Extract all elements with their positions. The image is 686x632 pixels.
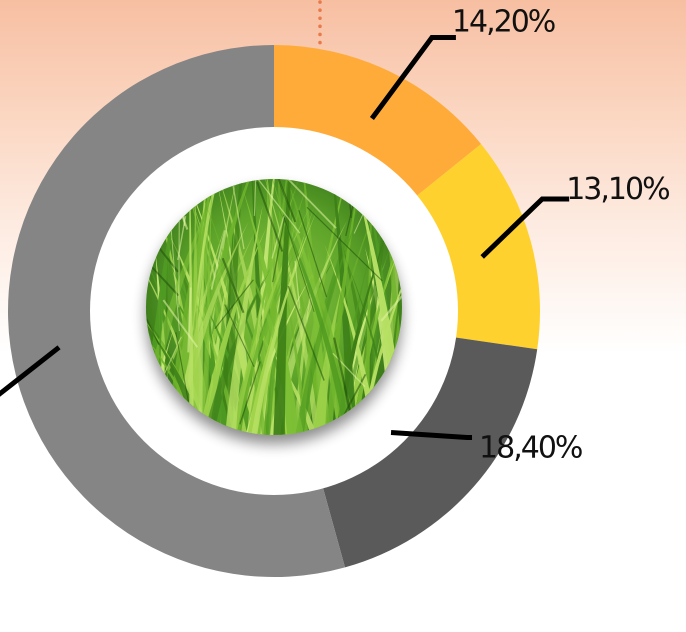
slice-label-2: 13,10% (566, 172, 669, 207)
slice-label-3: 18,40% (479, 430, 582, 465)
leader-line-2 (480, 196, 570, 259)
slice-labels: 14,20%13,10%18,40%54,30% (452, 5, 671, 466)
leader-line-1 (369, 35, 456, 121)
leader-line-3 (390, 429, 473, 440)
leader-line-4 (0, 345, 61, 397)
slice-label-1: 14,20% (452, 5, 555, 40)
leader-lines (0, 35, 570, 440)
